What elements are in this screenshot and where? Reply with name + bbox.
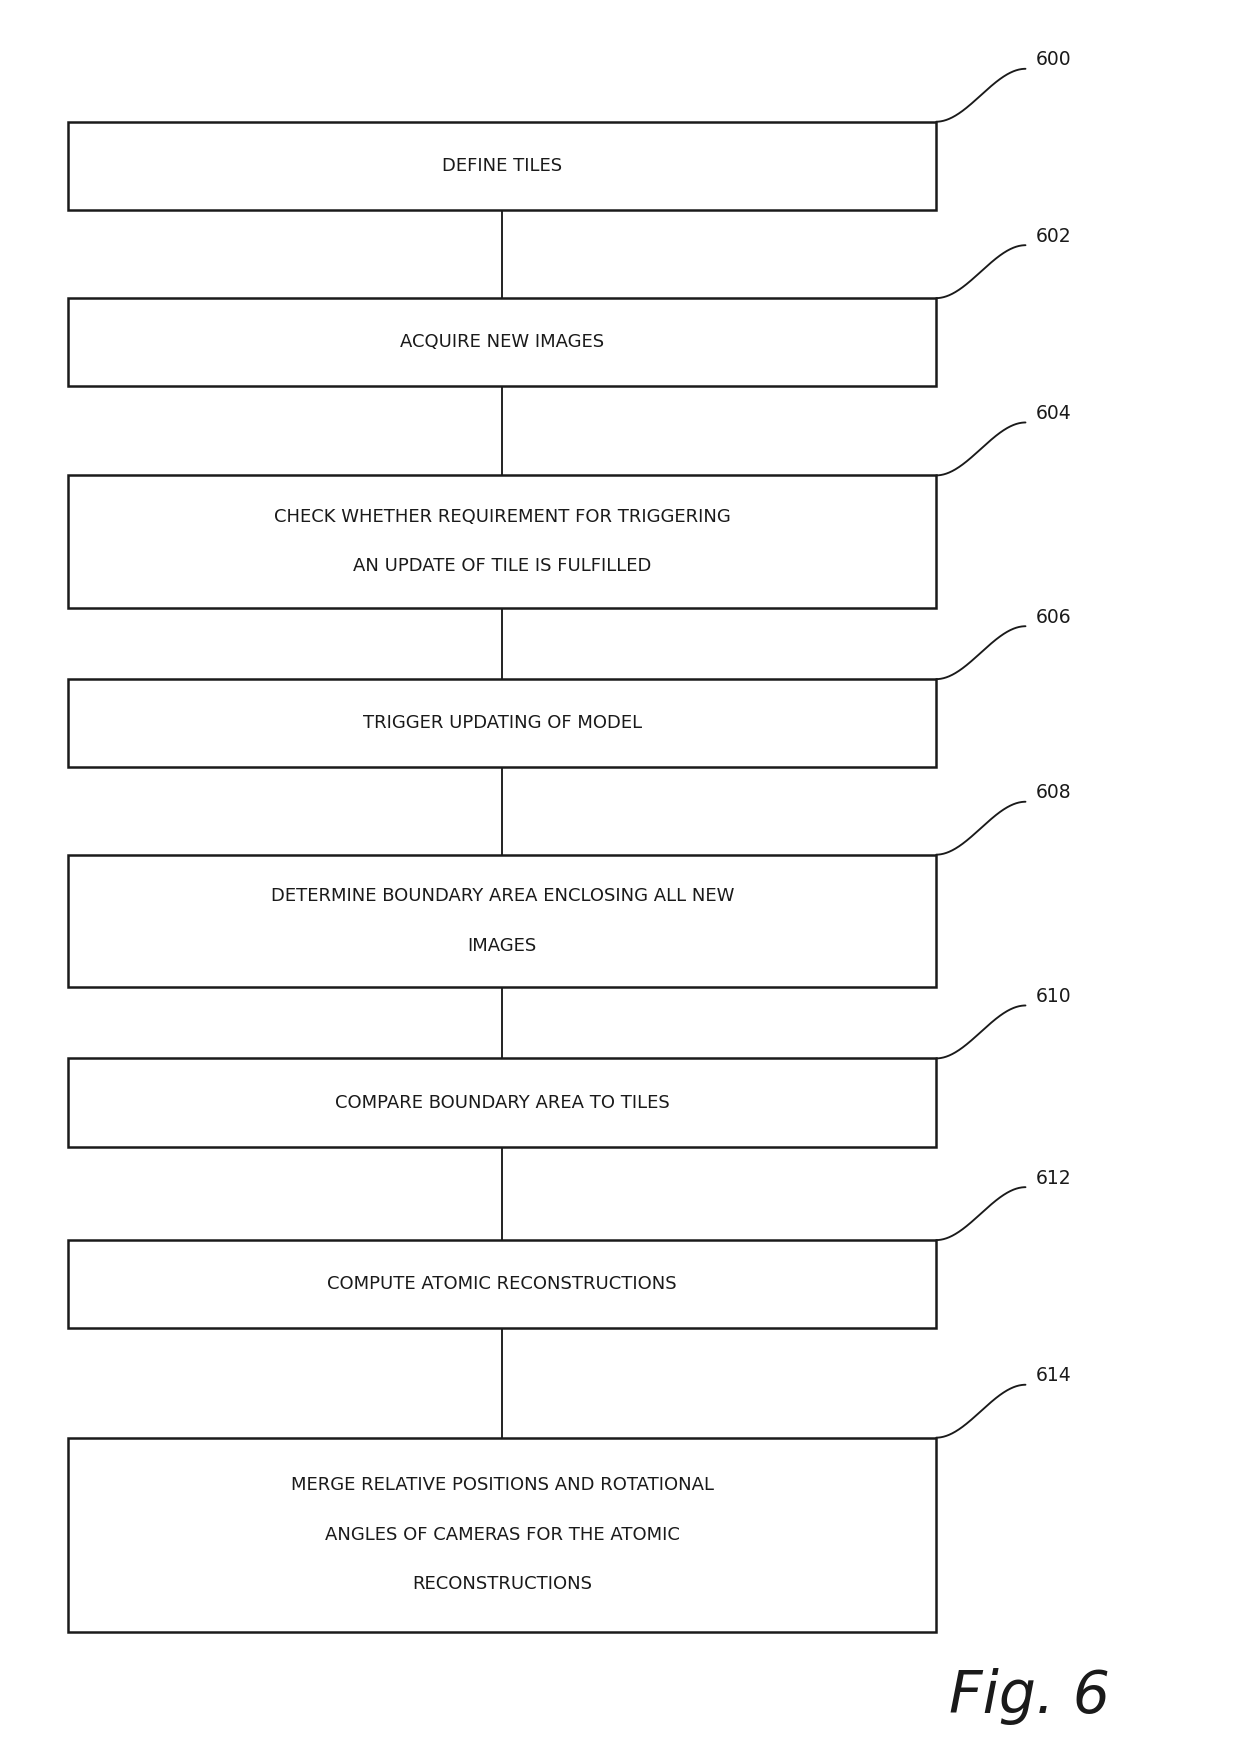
- Text: 606: 606: [1035, 609, 1071, 626]
- Text: 602: 602: [1035, 228, 1071, 245]
- FancyBboxPatch shape: [68, 1240, 936, 1328]
- Text: MERGE RELATIVE POSITIONS AND ROTATIONAL: MERGE RELATIVE POSITIONS AND ROTATIONAL: [290, 1476, 714, 1494]
- FancyBboxPatch shape: [68, 476, 936, 607]
- Text: TRIGGER UPDATING OF MODEL: TRIGGER UPDATING OF MODEL: [362, 714, 642, 732]
- FancyBboxPatch shape: [68, 122, 936, 210]
- FancyBboxPatch shape: [68, 298, 936, 386]
- Text: RECONSTRUCTIONS: RECONSTRUCTIONS: [412, 1575, 593, 1593]
- Text: Fig. 6: Fig. 6: [949, 1669, 1110, 1725]
- Text: 608: 608: [1035, 783, 1071, 803]
- FancyBboxPatch shape: [68, 1058, 936, 1147]
- Text: DEFINE TILES: DEFINE TILES: [443, 157, 562, 175]
- Text: 600: 600: [1035, 51, 1071, 69]
- Text: ACQUIRE NEW IMAGES: ACQUIRE NEW IMAGES: [401, 333, 604, 351]
- Text: DETERMINE BOUNDARY AREA ENCLOSING ALL NEW: DETERMINE BOUNDARY AREA ENCLOSING ALL NE…: [270, 887, 734, 905]
- Text: IMAGES: IMAGES: [467, 937, 537, 954]
- Text: 614: 614: [1035, 1367, 1071, 1385]
- Text: 610: 610: [1035, 988, 1071, 1005]
- Text: AN UPDATE OF TILE IS FULFILLED: AN UPDATE OF TILE IS FULFILLED: [353, 557, 651, 575]
- FancyBboxPatch shape: [68, 679, 936, 767]
- Text: 604: 604: [1035, 404, 1071, 423]
- FancyBboxPatch shape: [68, 856, 936, 988]
- Text: 612: 612: [1035, 1170, 1071, 1187]
- Text: CHECK WHETHER REQUIREMENT FOR TRIGGERING: CHECK WHETHER REQUIREMENT FOR TRIGGERING: [274, 508, 730, 526]
- Text: ANGLES OF CAMERAS FOR THE ATOMIC: ANGLES OF CAMERAS FOR THE ATOMIC: [325, 1526, 680, 1544]
- FancyBboxPatch shape: [68, 1438, 936, 1632]
- Text: COMPUTE ATOMIC RECONSTRUCTIONS: COMPUTE ATOMIC RECONSTRUCTIONS: [327, 1275, 677, 1293]
- Text: COMPARE BOUNDARY AREA TO TILES: COMPARE BOUNDARY AREA TO TILES: [335, 1094, 670, 1111]
